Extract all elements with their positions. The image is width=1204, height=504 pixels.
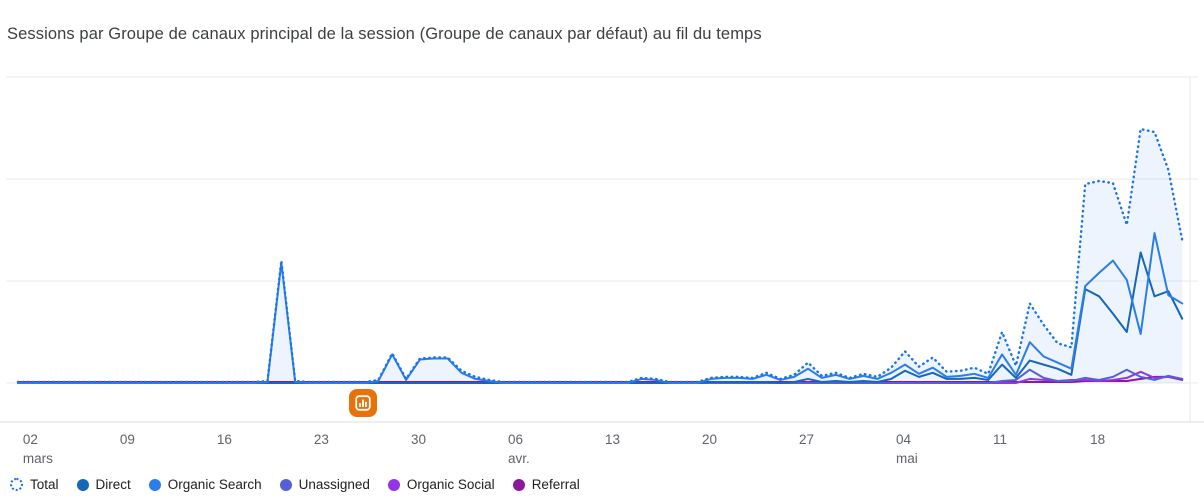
legend-direct-icon — [76, 478, 89, 491]
legend-item-total[interactable]: Total — [10, 477, 59, 492]
x-axis-label: 16 — [216, 432, 232, 447]
x-axis-label: 18 — [1090, 432, 1106, 447]
legend-organic_search-icon — [148, 478, 161, 491]
legend-label-referral: Referral — [531, 477, 580, 492]
legend-item-organic_search[interactable]: Organic Search — [148, 477, 262, 492]
x-axis-label: 02 mars — [22, 432, 53, 466]
x-axis-label: 30 — [410, 432, 426, 447]
legend-label-direct: Direct — [95, 477, 131, 492]
series-line-total[interactable] — [16, 127, 1184, 384]
x-axis: 02 mars 09 16 23 30 06 avr. 13 20 27 04 mai 11 18 — [0, 430, 1204, 470]
x-axis-label: 11 — [993, 432, 1008, 447]
legend-item-referral[interactable]: Referral — [512, 477, 580, 492]
legend-item-organic_social[interactable]: Organic Social — [387, 477, 495, 492]
analytics-insight-icon — [355, 395, 371, 411]
x-axis-label: 27 — [799, 432, 815, 447]
x-axis-label: 23 — [313, 432, 329, 447]
chart-area: 02 mars 09 16 23 30 06 avr. 13 20 27 04 mai 11 18 — [0, 0, 1204, 470]
chart-legend: Total Direct Organic Search Unassigned Organ… — [10, 477, 580, 492]
sessions-time-series-chart[interactable] — [0, 0, 1204, 470]
total-area-fill — [18, 129, 1183, 383]
legend-label-unassigned: Unassigned — [298, 477, 370, 492]
x-axis-label: 13 — [604, 432, 620, 447]
insight-marker-button[interactable] — [349, 389, 377, 417]
legend-label-total: Total — [30, 477, 59, 492]
x-axis-label: 06 avr. — [507, 432, 530, 466]
legend-unassigned-icon — [279, 478, 292, 491]
chart-title: Sessions par Groupe de canaux principal … — [7, 25, 762, 43]
legend-item-unassigned[interactable]: Unassigned — [279, 477, 370, 492]
x-axis-label: 20 — [702, 432, 718, 447]
x-axis-label: 09 — [119, 432, 135, 447]
legend-total-icon — [10, 478, 23, 491]
x-axis-label: 04 mai — [896, 432, 918, 466]
legend-item-direct[interactable]: Direct — [76, 477, 131, 492]
legend-organic_social-icon — [387, 478, 400, 491]
legend-label-organic_social: Organic Social — [406, 477, 495, 492]
legend-label-organic_search: Organic Search — [167, 477, 262, 492]
legend-referral-icon — [512, 478, 525, 491]
